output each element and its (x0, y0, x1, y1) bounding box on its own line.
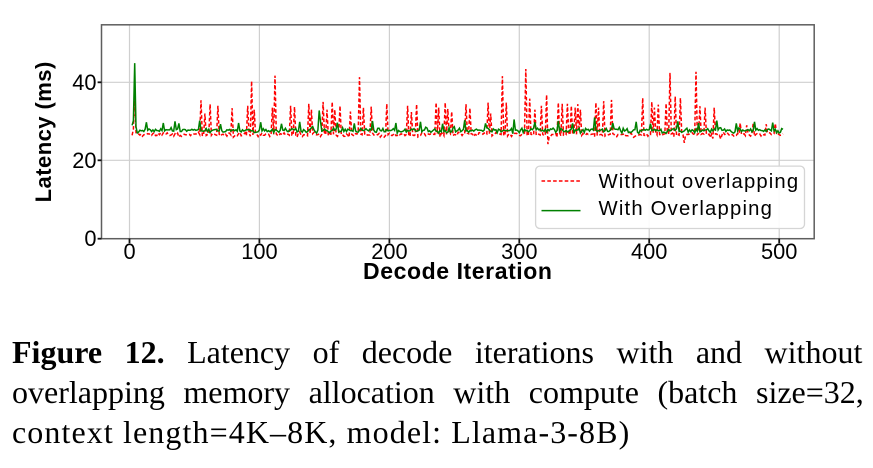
svg-text:0: 0 (84, 226, 96, 251)
svg-text:20: 20 (72, 148, 96, 173)
svg-text:500: 500 (761, 239, 797, 264)
svg-text:200: 200 (371, 239, 407, 264)
svg-text:With Overlapping: With Overlapping (599, 198, 774, 220)
svg-text:Without overlapping: Without overlapping (599, 171, 800, 193)
svg-text:40: 40 (72, 70, 96, 95)
svg-text:0: 0 (123, 239, 135, 264)
svg-text:400: 400 (631, 239, 667, 264)
svg-text:Decode Iteration: Decode Iteration (363, 258, 552, 284)
svg-text:300: 300 (501, 239, 537, 264)
svg-text:100: 100 (241, 239, 277, 264)
svg-text:Latency (ms): Latency (ms) (31, 61, 56, 202)
